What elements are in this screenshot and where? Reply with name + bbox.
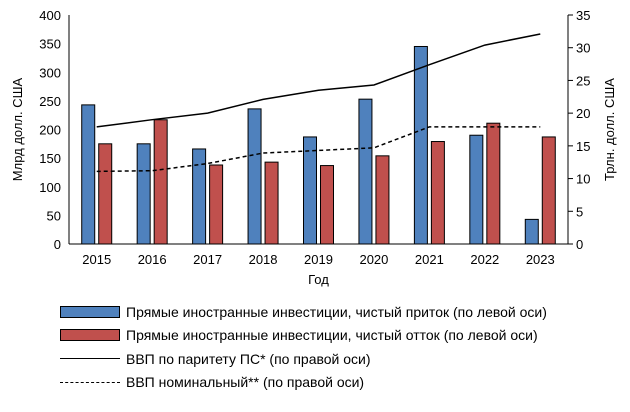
right-tick-label: 30 bbox=[576, 41, 590, 56]
bar-outflow bbox=[320, 165, 334, 245]
x-tick-label: 2017 bbox=[193, 252, 222, 267]
right-axis-title: Трлн. долл. США bbox=[602, 78, 617, 181]
x-tick-label: 2019 bbox=[304, 252, 333, 267]
bar-inflow bbox=[136, 143, 151, 245]
left-tick-label: 250 bbox=[39, 94, 61, 109]
legend-swatch-inflow bbox=[60, 305, 120, 318]
legend-item-gdp-nominal: ВВП номинальный** (по правой оси) bbox=[60, 371, 547, 395]
x-tick-label: 2018 bbox=[249, 252, 278, 267]
x-axis-title: Год bbox=[308, 272, 329, 287]
bar-outflow bbox=[486, 122, 501, 245]
left-tick-label: 50 bbox=[47, 208, 61, 223]
x-tick-label: 2020 bbox=[359, 252, 388, 267]
bar-inflow bbox=[192, 148, 207, 245]
right-tick-label: 15 bbox=[576, 139, 590, 154]
right-tick-label: 10 bbox=[576, 172, 590, 187]
chart-plot: 0 50 100 150 200 250 300 350 400 0 5 10 15 20 25 30 35 20… bbox=[10, 8, 617, 287]
bar-inflow bbox=[358, 98, 373, 245]
x-tick-label: 2015 bbox=[82, 252, 111, 267]
legend-item-outflow: Прямые иностранные инвестиции, чистый от… bbox=[60, 324, 547, 348]
left-tick-label: 150 bbox=[39, 151, 61, 166]
left-tick-label: 100 bbox=[39, 180, 61, 195]
bar-outflow bbox=[209, 164, 224, 245]
legend-item-gdp-ppp: ВВП по паритету ПС* (по правой оси) bbox=[60, 347, 547, 371]
legend-swatch-gdp-nominal bbox=[60, 381, 120, 383]
left-tick-label: 300 bbox=[39, 65, 61, 80]
legend-label: Прямые иностранные инвестиции, чистый от… bbox=[126, 327, 538, 344]
right-tick-label: 25 bbox=[576, 73, 590, 88]
bar-outflow bbox=[264, 161, 279, 245]
left-tick-label: 350 bbox=[39, 37, 61, 52]
legend-swatch-outflow bbox=[60, 329, 120, 342]
x-tick-label: 2021 bbox=[415, 252, 444, 267]
bar-outflow bbox=[375, 155, 390, 245]
right-tick-label: 5 bbox=[576, 204, 583, 219]
bar-outflow bbox=[153, 119, 168, 245]
bar-inflow bbox=[524, 218, 539, 245]
legend-item-inflow: Прямые иностранные инвестиции, чистый пр… bbox=[60, 300, 547, 324]
left-tick-label: 0 bbox=[54, 237, 61, 252]
legend-label: ВВП номинальный** (по правой оси) bbox=[126, 374, 365, 391]
bar-inflow bbox=[303, 136, 317, 245]
x-tick-label: 2022 bbox=[470, 252, 499, 267]
bar-outflow bbox=[541, 136, 556, 245]
line-gdp-ppp bbox=[96, 33, 541, 128]
bar-inflow bbox=[81, 104, 96, 245]
left-tick-label: 400 bbox=[39, 8, 61, 23]
right-tick-label: 0 bbox=[576, 237, 583, 252]
legend-label: ВВП по паритету ПС* (по правой оси) bbox=[126, 350, 371, 367]
bar-outflow bbox=[98, 143, 113, 245]
left-tick-label: 200 bbox=[39, 123, 61, 138]
bar-outflow bbox=[430, 141, 445, 245]
x-tick-label: 2016 bbox=[138, 252, 167, 267]
left-axis-title: Млрд долл. США bbox=[10, 77, 25, 181]
legend-label: Прямые иностранные инвестиции, чистый пр… bbox=[126, 303, 547, 320]
legend-swatch-gdp-ppp bbox=[60, 358, 120, 360]
bar-inflow bbox=[413, 45, 428, 245]
right-tick-label: 20 bbox=[576, 106, 590, 121]
bar-inflow bbox=[469, 134, 484, 245]
x-tick-label: 2023 bbox=[526, 252, 555, 267]
bar-inflow bbox=[247, 108, 262, 245]
right-tick-label: 35 bbox=[576, 8, 590, 23]
legend: Прямые иностранные инвестиции, чистый пр… bbox=[60, 300, 547, 394]
